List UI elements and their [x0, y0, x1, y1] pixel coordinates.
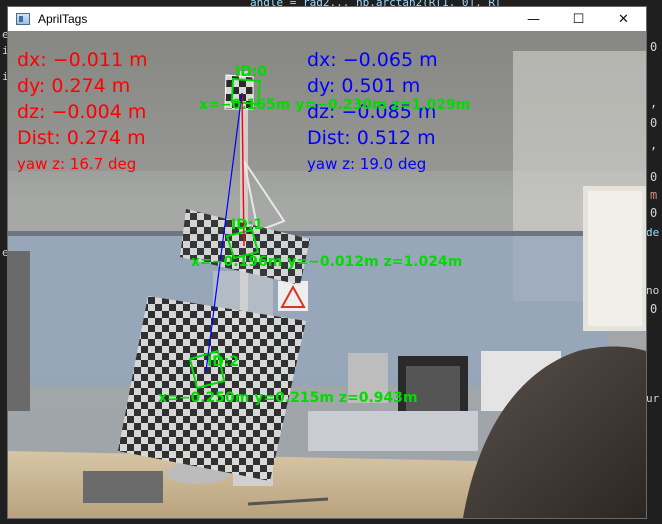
editor-glyph: ,	[650, 138, 658, 152]
editor-background-code: angle = rad2... np.arctan2(R[1, 0], R[	[0, 0, 662, 6]
apriltags-window: AprilTags — ☐ ✕	[7, 6, 647, 519]
right-pose-dz: dz: −0.085 m	[307, 101, 437, 123]
window-title: AprilTags	[38, 12, 88, 26]
left-pose-dy: dy: 0.274 m	[17, 75, 131, 97]
title-bar[interactable]: AprilTags — ☐ ✕	[8, 7, 646, 31]
camera-frame-image	[8, 31, 646, 518]
editor-glyph: ur	[646, 392, 660, 405]
camera-view: dx: −0.011 m dy: 0.274 m dz: −0.004 m Di…	[8, 31, 646, 518]
right-pose-dy: dy: 0.501 m	[307, 75, 421, 97]
minimize-button[interactable]: —	[511, 7, 556, 31]
left-pose-dz: dz: −0.004 m	[17, 101, 147, 123]
minimize-icon: —	[527, 11, 540, 27]
right-pose-dist: Dist: 0.512 m	[307, 127, 436, 149]
editor-glyph: de	[646, 226, 660, 239]
editor-glyph: i	[2, 44, 9, 57]
tag-0-coords: x=−0.165m y=−0.230m z=1.029m	[199, 97, 471, 113]
right-pose-dx: dx: −0.065 m	[307, 49, 438, 71]
right-pose-yaw: yaw z: 19.0 deg	[307, 155, 427, 173]
editor-glyph: e	[2, 28, 9, 41]
left-pose-dist: Dist: 0.274 m	[17, 127, 146, 149]
editor-glyph: i	[2, 70, 9, 83]
editor-glyph: ,	[650, 96, 658, 110]
editor-glyph: 0	[650, 206, 658, 220]
window-controls: — ☐ ✕	[511, 7, 646, 31]
editor-glyph: 0	[650, 302, 658, 316]
left-pose-yaw: yaw z: 16.7 deg	[17, 155, 137, 173]
editor-glyph: no	[646, 284, 660, 297]
maximize-icon: ☐	[572, 11, 585, 27]
editor-right-pane: 0 , 0 , 0 m 0 de no 0 ur	[646, 0, 662, 524]
maximize-button[interactable]: ☐	[556, 7, 601, 31]
editor-glyph: e	[2, 246, 9, 259]
app-window-icon	[16, 13, 30, 25]
tag-2-coords: x=−0.250m y=0.215m z=0.943m	[158, 390, 418, 406]
editor-glyph: 0	[650, 40, 658, 54]
tag-0-id-label: ID:0	[235, 64, 268, 80]
close-button[interactable]: ✕	[601, 7, 646, 31]
editor-glyph: 0	[650, 170, 658, 184]
tag-1-coords: x=−0.196m y=−0.012m z=1.024m	[191, 254, 463, 270]
close-icon: ✕	[618, 11, 629, 27]
editor-left-gutter: e i i e	[0, 0, 9, 524]
editor-glyph: m	[650, 188, 658, 202]
tag-1-id-label: ID:1	[231, 217, 264, 233]
tag-2-id-label: ID:2	[207, 354, 240, 370]
left-pose-dx: dx: −0.011 m	[17, 49, 148, 71]
editor-glyph: 0	[650, 116, 658, 130]
